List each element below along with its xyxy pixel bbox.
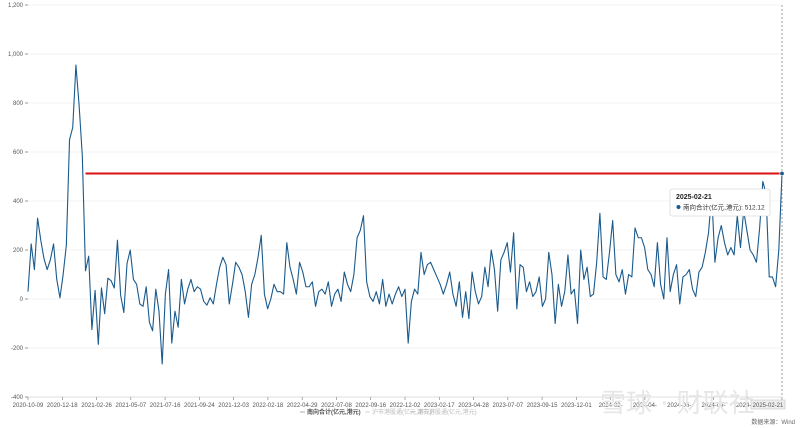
- series-layer: [27, 64, 783, 365]
- y-tick-label: 400: [13, 199, 24, 205]
- x-tick-label: 2021-05-07: [115, 403, 146, 409]
- y-tick-label: 0: [20, 297, 24, 303]
- x-tick-label: 2022-09-16: [355, 403, 386, 409]
- hovered-data-point[interactable]: [779, 171, 785, 177]
- x-tick-label: 2020-10-09: [13, 403, 44, 409]
- x-tick-label: 2023-12-01: [561, 403, 592, 409]
- data-source: 数据来源：Wind: [751, 418, 795, 426]
- y-tick-label: -200: [11, 346, 24, 352]
- y-tick-label: -400: [11, 395, 24, 401]
- x-tick-label: 2022-12-02: [390, 403, 421, 409]
- x-tick-label: 2021-02-26: [81, 403, 112, 409]
- x-tick-label: 2021-07-16: [150, 403, 181, 409]
- tooltip-series-marker: [676, 205, 681, 209]
- x-tick-label: 2020-12-18: [47, 403, 78, 409]
- x-tick-label: 2023-02-17: [424, 403, 455, 409]
- svg-text:南向合计(亿元,港元): 512.12: 南向合计(亿元,港元): 512.12: [683, 203, 765, 212]
- x-tick-label: 2025-02-21: [753, 403, 784, 409]
- tooltip-value: 512.12: [745, 205, 765, 212]
- x-cursor-label-box: [750, 399, 786, 410]
- y-axis: -400 -200 0 200 400 600 800 1,000 1,200: [8, 3, 28, 401]
- tooltip-series-label: 南向合计(亿元,港元): [683, 203, 741, 212]
- x-tick-label: 2022-07-08: [321, 403, 352, 409]
- y-tick-label: 600: [13, 150, 24, 156]
- x-tick-label: 2024-11-: [736, 403, 760, 409]
- x-tick-label: 2022-02-18: [253, 403, 284, 409]
- watermark: 雪球 · 财联社: [600, 389, 755, 419]
- x-tick-label: 2023-04-28: [458, 403, 489, 409]
- legend: 南向合计(亿元,港元) 沪市港股通(亿元,港元)深市港股通(亿元,港元): [300, 408, 477, 416]
- legend-label: 南向合计(亿元,港元): [307, 408, 361, 416]
- y-tick-label: 1,200: [8, 3, 24, 9]
- x-tick-label: 2024-02-: [599, 403, 623, 409]
- legend-label: 深市港股通(亿元,港元): [417, 408, 477, 416]
- x-tick-label: 2024-04-: [633, 403, 657, 409]
- x-tick-label: 2023-07-07: [492, 403, 523, 409]
- tooltip-box: [669, 188, 771, 217]
- x-tick-label: 2022-04-29: [287, 403, 318, 409]
- x-tick-label: 2024-09-: [701, 403, 725, 409]
- x-tick-label: 2023-09-15: [527, 403, 558, 409]
- legend-item[interactable]: 南向合计(亿元,港元): [300, 408, 361, 416]
- tooltip: 2025-02-21 南向合计(亿元,港元): 512.12: [669, 188, 771, 217]
- y-tick-label: 200: [13, 248, 24, 254]
- legend-item[interactable]: 深市港股通(亿元,港元): [410, 408, 477, 416]
- x-axis: 2020-10-09 2020-12-18 2021-02-26 2021-05-07…: [13, 396, 786, 410]
- y-tick-label: 1,000: [8, 52, 24, 58]
- y-tick-label: 800: [13, 101, 24, 107]
- x-tick-label: 2024-06-: [667, 403, 691, 409]
- x-tick-label: 2021-09-24: [184, 403, 215, 409]
- series-line-southbound-total: [27, 64, 783, 365]
- x-tick-label: 2021-12-03: [218, 403, 249, 409]
- grid-lines: [28, 4, 782, 398]
- legend-item[interactable]: 沪市港股通(亿元,港元): [365, 408, 432, 416]
- legend-label: 沪市港股通(亿元,港元): [372, 408, 432, 416]
- tooltip-date: 2025-02-21: [676, 194, 712, 201]
